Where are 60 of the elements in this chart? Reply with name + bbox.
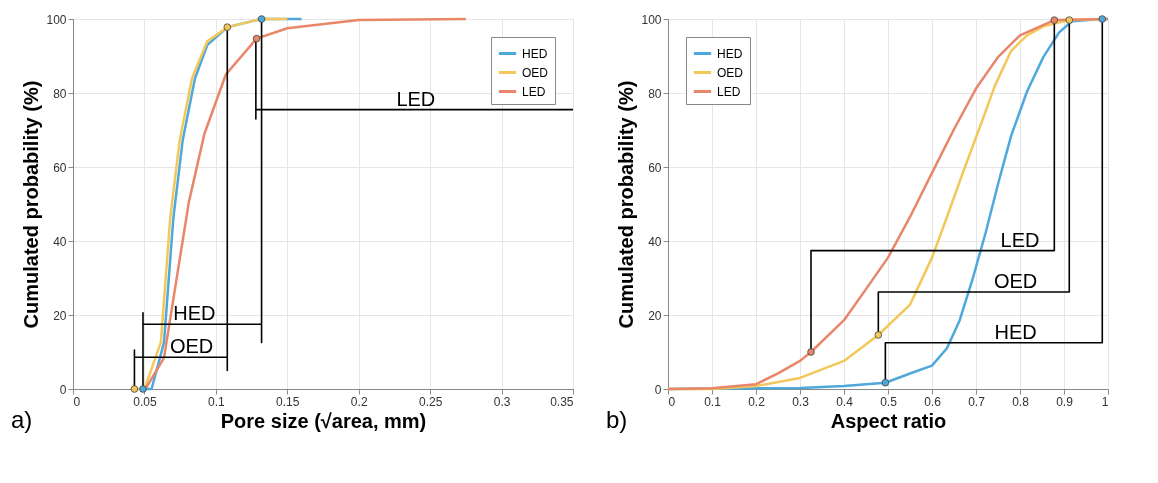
y-tick-label: 100 (46, 12, 67, 27)
x-tick-label: 0 (668, 394, 676, 409)
x-tick-label: 0.35 (550, 394, 574, 409)
point (223, 23, 232, 31)
x-tick-label: 0.6 (924, 394, 942, 409)
y-axis-title: Cumulated probability (%) (20, 80, 43, 329)
text: a) (11, 406, 33, 433)
point (1098, 15, 1107, 23)
x-tick-label: 0.7 (968, 394, 986, 409)
point (139, 385, 147, 393)
x-tick-label: 0.8 (1012, 394, 1030, 409)
y-tick-label: 80 (53, 86, 67, 101)
x-tick-label: 0.3 (493, 394, 511, 409)
x-tick-label: 0.9 (1056, 394, 1074, 409)
legend-label: LED (522, 84, 546, 99)
annotation: LED (1000, 228, 1040, 251)
point (1050, 16, 1059, 24)
annotation: OED (993, 270, 1038, 293)
annotation: OED (169, 335, 214, 358)
x-tick-label: 0.25 (418, 394, 443, 409)
y-tick-label: 20 (53, 308, 67, 323)
annotation: HED (173, 302, 216, 325)
point (1065, 16, 1074, 24)
legend-label: HED (717, 46, 743, 61)
y-tick-label: 40 (53, 234, 67, 249)
x-tick-label: 0.15 (276, 394, 300, 409)
y-tick-label: 60 (53, 160, 67, 175)
annotation: LED (396, 87, 436, 110)
point (257, 15, 266, 23)
x-tick-label: 0.1 (208, 394, 226, 409)
y-axis-title: Cumulated probability (%) (615, 80, 638, 329)
x-tick-label: 0.2 (350, 394, 368, 409)
legend-label: LED (717, 84, 741, 99)
x-tick-label: 1 (1101, 394, 1109, 409)
point (252, 34, 261, 43)
y-tick-label: 80 (648, 86, 662, 101)
legend-label: OED (717, 65, 744, 80)
x-axis-title: Pore size (√area, mm) (220, 409, 427, 432)
y-tick-label: 40 (648, 234, 662, 249)
y-tick-label: 20 (648, 308, 662, 323)
y-tick-label: 100 (641, 12, 662, 27)
x-tick-label: 0 (73, 394, 81, 409)
x-tick-label: 0.2 (748, 394, 766, 409)
x-tick-label: 0.5 (880, 394, 898, 409)
point (874, 331, 883, 339)
y-tick-label: 0 (59, 382, 67, 397)
y-tick-label: 60 (648, 160, 662, 175)
point (881, 378, 890, 387)
legend-label: HED (522, 46, 548, 61)
text: b) (606, 406, 628, 433)
x-tick-label: 0.05 (133, 394, 157, 409)
x-axis-title: Aspect ratio (830, 409, 947, 432)
y-tick-label: 0 (654, 382, 662, 397)
x-tick-label: 0.1 (704, 394, 722, 409)
point (130, 385, 139, 393)
annotation: HED (994, 320, 1037, 343)
point (807, 348, 815, 356)
x-tick-label: 0.3 (792, 394, 810, 409)
x-tick-label: 0.4 (836, 394, 854, 409)
legend-label: OED (522, 65, 549, 80)
